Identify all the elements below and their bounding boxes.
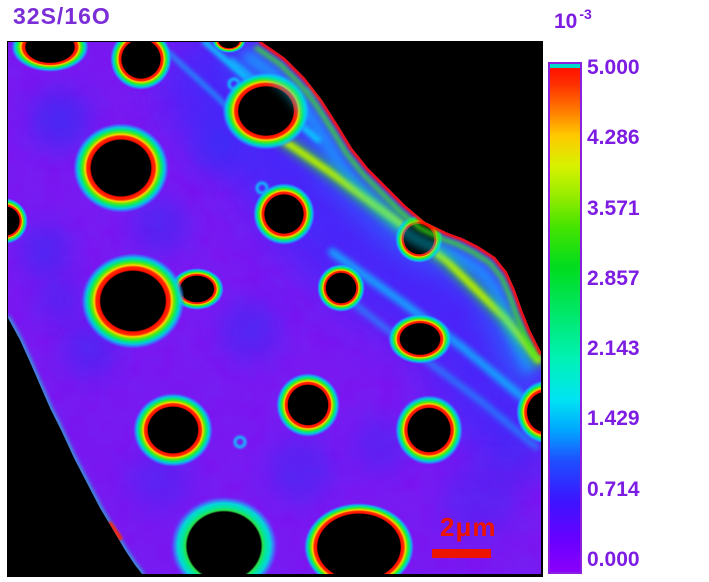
colorbar-tick: 2.857 bbox=[587, 266, 640, 290]
exponent-base: 10 bbox=[554, 10, 578, 33]
ratio-title: 32S/16O bbox=[13, 3, 111, 29]
colorbar-tick: 5.000 bbox=[587, 56, 640, 79]
colorbar-tick: 4.286 bbox=[587, 126, 640, 150]
colorbar-tick: 1.429 bbox=[587, 407, 640, 431]
scale-bar-label: 2μm bbox=[440, 512, 497, 542]
colorbar bbox=[548, 62, 582, 574]
colorbar-top-strip bbox=[550, 64, 580, 68]
colorbar-tick: 0.000 bbox=[587, 548, 640, 571]
colorbar-tick: 3.571 bbox=[587, 196, 640, 220]
colorbar-tick: 0.714 bbox=[587, 477, 640, 501]
ion-ratio-map bbox=[7, 41, 543, 577]
colorbar-exponent: 10 -3 bbox=[554, 6, 592, 34]
scale-bar bbox=[432, 549, 491, 558]
exponent-power: -3 bbox=[579, 6, 592, 22]
colorbar-gradient bbox=[550, 64, 580, 572]
colorbar-tick: 2.143 bbox=[587, 337, 640, 361]
colorbar-ticks: 5.000 4.286 3.571 2.857 2.143 1.429 0.714 0.000 bbox=[587, 56, 657, 574]
